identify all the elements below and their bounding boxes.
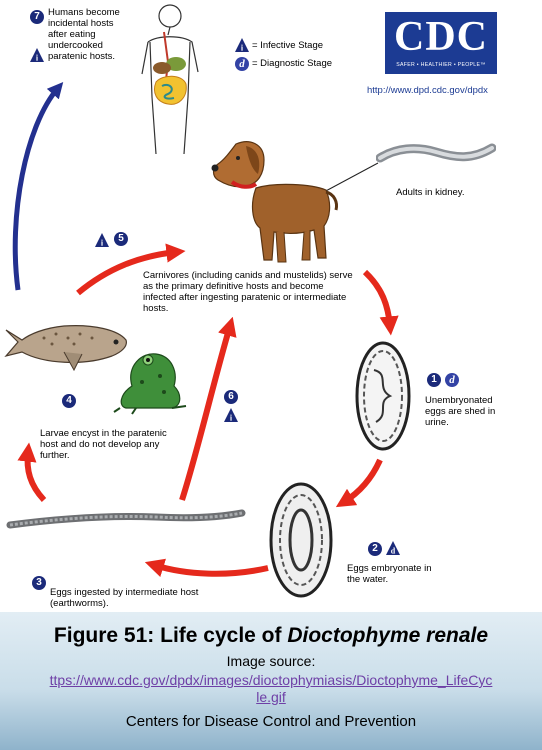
credit-label: Centers for Disease Control and Preventi… <box>125 713 417 730</box>
svg-text:i: i <box>230 414 233 423</box>
legend-infective-label: = Infective Stage <box>252 40 324 51</box>
step-4-text: Larvae encyst in the paratenic host and … <box>40 428 167 461</box>
human-figure-icon <box>141 4 199 154</box>
step-2-infective-icon: d <box>386 541 400 556</box>
image-source-link-line1: ttps://www.cdc.gov/dpdx/images/dioctophy… <box>49 672 493 688</box>
fish-paratenic-host-icon <box>4 325 127 372</box>
step-1-badge: 1 <box>427 373 441 387</box>
cdc-logo-text: CDC <box>394 14 488 60</box>
figure-title: Figure 51: Life cycle of Dioctophyme ren… <box>0 624 542 648</box>
step-1-text: Unembryonated eggs are shed in urine. <box>425 395 496 428</box>
arrow-worm-to-dog <box>179 316 237 501</box>
adult-worm-icon <box>376 143 496 163</box>
unembryonated-egg-icon <box>355 341 411 451</box>
image-source-link[interactable]: ttps://www.cdc.gov/dpdx/images/dioctophy… <box>0 672 542 706</box>
step-4-badge: 4 <box>62 394 76 408</box>
figure-title-prefix: Figure 51: Life cycle of <box>53 624 288 647</box>
infective-stage-legend-icon: i <box>235 38 249 53</box>
step-1-diagnostic-icon: d <box>445 373 459 387</box>
step-2-badge: 2 <box>368 542 382 556</box>
cdc-url-label: http://www.dpd.cdc.gov/dpdx <box>367 85 488 96</box>
step-3-text: Eggs ingested by intermediate host (eart… <box>50 587 199 609</box>
embryonated-egg-icon <box>269 482 333 598</box>
dog-definitive-host-icon <box>211 141 338 263</box>
step-5-text: Carnivores (including canids and musteli… <box>143 270 353 314</box>
arrow-adult-to-egg <box>362 269 399 336</box>
arrow-fish-to-human <box>12 81 64 291</box>
step-5-infective-icon: i <box>95 233 109 248</box>
figure-title-species: Dioctophyme renale <box>287 624 489 647</box>
arrow-egg-to-embryo <box>335 458 383 508</box>
svg-text:d: d <box>391 547 396 556</box>
step-5-badge: 5 <box>114 232 128 246</box>
step-7-badge: 7 <box>30 10 44 24</box>
svg-text:i: i <box>36 54 39 63</box>
step-3-badge: 3 <box>32 576 46 590</box>
diagram-panel <box>0 0 542 612</box>
step-7-text: Humans become incidental hosts after eat… <box>48 7 120 62</box>
image-source-label: Image source: <box>226 653 316 669</box>
arrow-worm-to-fish <box>17 442 47 503</box>
legend-diagnostic-label: = Diagnostic Stage <box>252 58 333 69</box>
cdc-logo: CDC SAFER • HEALTHIER • PEOPLE™ <box>385 12 497 74</box>
arrow-embryo-to-worm <box>144 558 269 578</box>
earthworm-icon <box>6 509 246 529</box>
svg-text:i: i <box>241 44 244 53</box>
cdc-logo-tagline: SAFER • HEALTHIER • PEOPLE™ <box>396 62 486 68</box>
diagnostic-stage-legend-icon: d <box>235 57 249 71</box>
frog-paratenic-host-icon <box>113 353 187 415</box>
step-6-infective-icon: i <box>224 408 238 423</box>
adults-in-kidney-label: Adults in kidney. <box>396 187 465 198</box>
step-6-badge: 6 <box>224 390 238 404</box>
step-2-text: Eggs embryonate in the water. <box>347 563 432 585</box>
arrow-fish-to-dog <box>76 243 186 296</box>
svg-text:i: i <box>101 239 104 248</box>
step-7-infective-icon: i <box>30 48 44 63</box>
image-source-link-line2: le.gif <box>256 689 286 705</box>
